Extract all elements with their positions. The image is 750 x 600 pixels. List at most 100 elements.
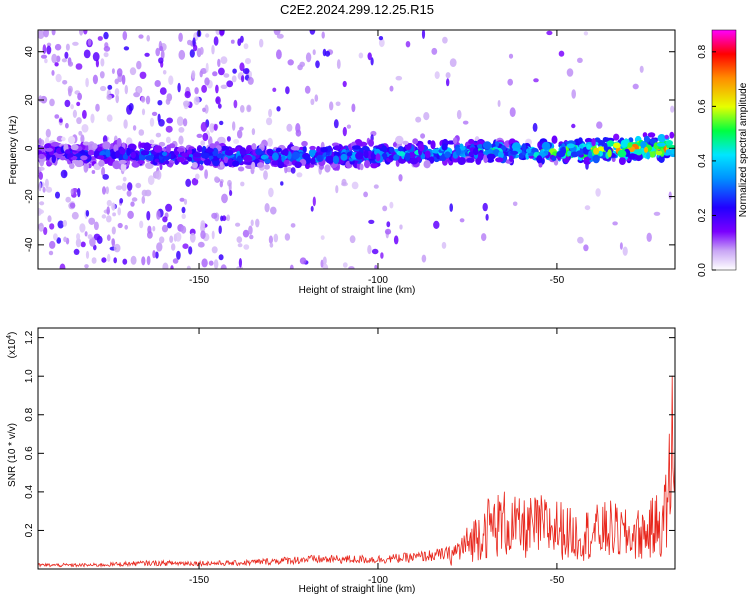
heatmap-speckle — [351, 181, 359, 190]
heatmap-speckle — [445, 72, 451, 79]
heatmap-speckle — [212, 71, 218, 77]
heatmap-speckle — [141, 189, 148, 197]
heatmap-band-cell — [482, 141, 492, 150]
heatmap-speckle — [272, 87, 277, 93]
heatmap-speckle — [53, 233, 58, 241]
heatmap-speckle — [583, 244, 589, 252]
heatmap-speckle — [57, 220, 64, 229]
heatmap-speckle — [112, 212, 116, 217]
heatmap-band-cell — [98, 159, 105, 167]
heatmap-speckle — [106, 94, 112, 100]
heatmap-band-cell — [208, 155, 214, 160]
y-tick-label: 0.2 — [24, 523, 35, 537]
heatmap-speckle — [70, 188, 74, 195]
heatmap-speckle — [243, 244, 250, 250]
heatmap-speckle — [389, 85, 394, 92]
heatmap-speckle — [204, 169, 209, 180]
heatmap-band-cell — [392, 142, 397, 148]
x-tick-label: -100 — [368, 575, 388, 586]
heatmap-band-cell — [51, 154, 56, 164]
heatmap-band-cell — [351, 145, 361, 150]
heatmap-band-cell — [187, 156, 193, 162]
heatmap-speckle — [107, 84, 113, 90]
heatmap-speckle — [44, 58, 48, 64]
heatmap-band-cell — [177, 156, 185, 163]
heatmap-band-cell — [398, 151, 406, 157]
heatmap-band-cell — [65, 149, 71, 154]
heatmap-speckle — [507, 78, 513, 86]
heatmap-band-cell — [70, 144, 79, 151]
heatmap-speckle — [612, 221, 618, 226]
heatmap-band-cell — [412, 138, 419, 145]
heatmap-speckle — [159, 45, 164, 52]
heatmap-band-cell — [251, 143, 257, 150]
heatmap-speckle — [481, 233, 487, 242]
heatmap-speckle — [223, 73, 230, 78]
heatmap-band-cell — [613, 133, 620, 141]
heatmap-speckle — [378, 36, 384, 41]
heatmap-speckle — [84, 231, 88, 237]
heatmap-band-cell — [603, 142, 608, 151]
heatmap-speckle — [351, 103, 356, 113]
heatmap-speckle — [100, 85, 107, 92]
y-tick-label: 40 — [24, 46, 35, 58]
heatmap-speckle — [38, 137, 42, 145]
heatmap-speckle — [267, 137, 273, 147]
heatmap-speckle — [60, 169, 68, 179]
heatmap-speckle — [72, 109, 77, 118]
heatmap-speckle — [132, 125, 137, 131]
heatmap-speckle — [85, 77, 89, 88]
heatmap-speckle — [111, 238, 116, 248]
heatmap-band-cell — [170, 152, 175, 159]
heatmap-speckle — [268, 108, 273, 118]
heatmap-band-cell — [264, 158, 271, 164]
heatmap-band-cell — [627, 142, 633, 148]
heatmap-speckle — [571, 123, 576, 129]
heatmap-band-cell — [271, 160, 279, 166]
heatmap-speckle — [43, 30, 49, 38]
heatmap-band-cell — [291, 151, 300, 160]
heatmap-speckle — [395, 75, 403, 81]
heatmap-speckle — [162, 262, 169, 269]
heatmap-speckle — [290, 223, 296, 228]
snr-frame — [37, 327, 676, 570]
y-tick-label: -40 — [24, 237, 35, 252]
heatmap-speckle — [121, 74, 126, 85]
heatmap-band-cell — [119, 147, 126, 155]
heatmap-band-cell — [556, 150, 566, 158]
heatmap-speckle — [322, 256, 327, 265]
y-tick-label: 1.0 — [24, 369, 35, 383]
heatmap-band-cell — [404, 152, 411, 162]
heatmap-band-cell — [137, 160, 145, 165]
heatmap-band-cell — [87, 149, 95, 156]
heatmap-speckle — [204, 77, 210, 86]
heatmap-speckle — [170, 265, 174, 269]
heatmap-speckle — [193, 96, 200, 106]
y-tick-label: 20 — [24, 94, 35, 106]
heatmap-speckle — [378, 38, 385, 48]
heatmap-band-cell — [346, 152, 353, 157]
heatmap-speckle — [59, 118, 63, 123]
heatmap-speckle — [46, 42, 52, 47]
heatmap-speckle — [233, 99, 238, 109]
heatmap-band-cell — [578, 137, 583, 145]
heatmap-speckle — [299, 257, 307, 265]
heatmap-speckle — [152, 250, 156, 259]
heatmap-speckle — [449, 58, 457, 67]
heatmap-speckle — [117, 222, 123, 229]
heatmap-band-cell — [656, 142, 666, 147]
heatmap-speckle — [160, 49, 165, 60]
heatmap-band-cell — [118, 159, 127, 165]
heatmap-speckle — [241, 75, 245, 83]
heatmap-band-cell — [309, 145, 316, 151]
heatmap-band-cell — [281, 155, 286, 163]
heatmap-band-cell — [640, 141, 646, 149]
heatmap-speckle — [219, 120, 224, 126]
heatmap-speckle — [65, 43, 70, 51]
heatmap-speckle — [139, 220, 144, 229]
heatmap-speckle — [114, 88, 120, 96]
heatmap-band-cell — [423, 160, 431, 169]
x-tick-label: -150 — [189, 275, 209, 286]
heatmap-speckle — [113, 257, 117, 264]
heatmap-speckle — [56, 55, 61, 63]
